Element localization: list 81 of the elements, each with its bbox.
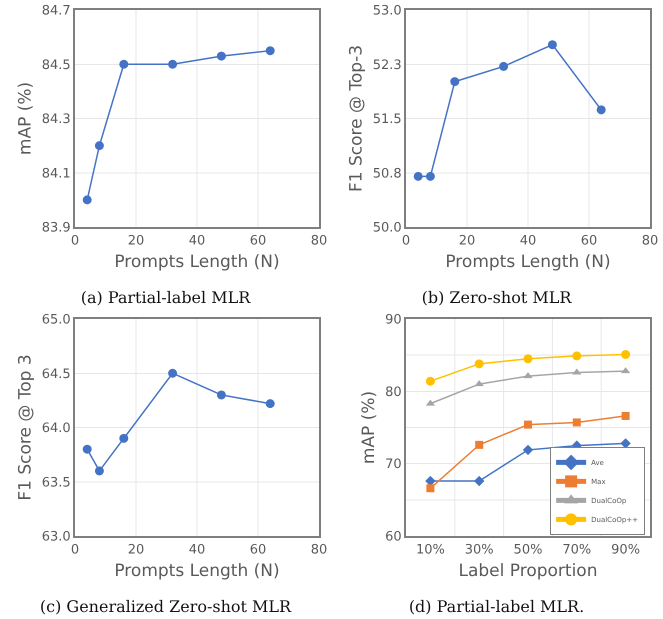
point: [548, 40, 557, 50]
point: [168, 60, 178, 69]
x-tick-label: 60: [250, 233, 266, 248]
point: [414, 172, 423, 181]
point: [266, 46, 275, 56]
text: (d) Partial-label MLR.: [408, 596, 584, 616]
x-tick-label: 20: [458, 233, 476, 248]
point: [94, 141, 104, 150]
x-tick-label: 40: [188, 542, 206, 558]
y-tick-label: 50.8: [372, 166, 402, 182]
y-tick-label: 65.0: [42, 312, 71, 328]
x-tick-label: 90%: [611, 542, 640, 558]
point: [94, 466, 104, 476]
y-tick-label: 64.0: [42, 421, 71, 436]
point: [499, 62, 508, 71]
point: [524, 420, 532, 429]
x-tick-label: 0: [70, 233, 80, 248]
x-tick-label: 10%: [416, 542, 445, 558]
point: [621, 350, 630, 359]
y-axis-title: mAP (%): [359, 390, 380, 464]
x-tick-label: 20: [128, 542, 144, 558]
x-axis-title: Label Proportion: [458, 561, 598, 582]
y-tick-label: 52.3: [372, 58, 402, 73]
x-tick-label: 80: [310, 233, 328, 248]
y-tick-label: 64.5: [42, 366, 71, 382]
x-tick-label: 30%: [464, 542, 494, 558]
x-axis-title: Prompts Length (N): [445, 252, 611, 272]
point: [596, 105, 606, 114]
point: [522, 444, 534, 456]
point: [168, 368, 178, 378]
x-tick-label: 70%: [562, 542, 592, 558]
x-tick-label: 40: [520, 233, 536, 248]
point: [266, 399, 275, 408]
text: (b) Zero-shot MLR: [422, 288, 572, 307]
x-tick-label: 50%: [514, 542, 542, 558]
point: [119, 60, 128, 69]
point: [426, 376, 435, 386]
y-axis-title: F1 Score @ Top 3: [16, 354, 36, 501]
y-tick-label: 51.5: [372, 112, 402, 128]
y-tick-label: 84.5: [42, 58, 71, 73]
point: [572, 351, 582, 360]
text: (c) Generalized Zero-shot MLR: [40, 596, 292, 616]
y-axis-title: F1 Score @ Top-3: [346, 44, 367, 192]
text: (a) Partial-label MLR: [80, 288, 252, 307]
y-tick-label: 90: [385, 312, 402, 328]
y-tick-label: 84.1: [42, 166, 71, 182]
y-tick-label: 63.5: [42, 475, 71, 490]
point: [426, 484, 434, 492]
point: [426, 172, 435, 181]
y-tick-label: 84.7: [42, 4, 71, 19]
point: [572, 418, 581, 426]
point: [450, 77, 460, 86]
x-tick-label: 40: [188, 233, 206, 248]
y-axis-title: mAP (%): [16, 82, 36, 156]
x-tick-label: 80: [642, 233, 658, 248]
y-tick-label: 84.3: [42, 112, 71, 128]
x-tick-label: 0: [402, 233, 410, 248]
point: [622, 412, 630, 420]
y-tick-label: 80: [385, 384, 402, 400]
y-tick-label: 70: [385, 457, 402, 472]
point: [475, 440, 484, 449]
y-tick-label: 63.0: [42, 530, 71, 545]
x-tick-label: 60: [580, 233, 598, 248]
y-tick-label: 60: [385, 530, 402, 545]
y-tick-label: 50.0: [372, 220, 402, 236]
point: [216, 52, 226, 61]
x-tick-label: 0: [70, 542, 80, 558]
point: [524, 354, 532, 364]
x-tick-label: 80: [310, 542, 328, 558]
point: [82, 195, 92, 204]
x-axis-title: Prompts Length (N): [114, 561, 280, 582]
x-tick-label: 20: [128, 233, 144, 248]
point: [216, 390, 226, 400]
x-axis-title: Prompts Length (N): [114, 252, 280, 272]
y-tick-label: 53.0: [372, 4, 402, 19]
x-tick-label: 60: [250, 542, 266, 558]
point: [474, 476, 484, 486]
point: [474, 359, 484, 368]
y-tick-label: 83.9: [42, 220, 71, 236]
point: [119, 434, 128, 443]
point: [82, 444, 92, 454]
